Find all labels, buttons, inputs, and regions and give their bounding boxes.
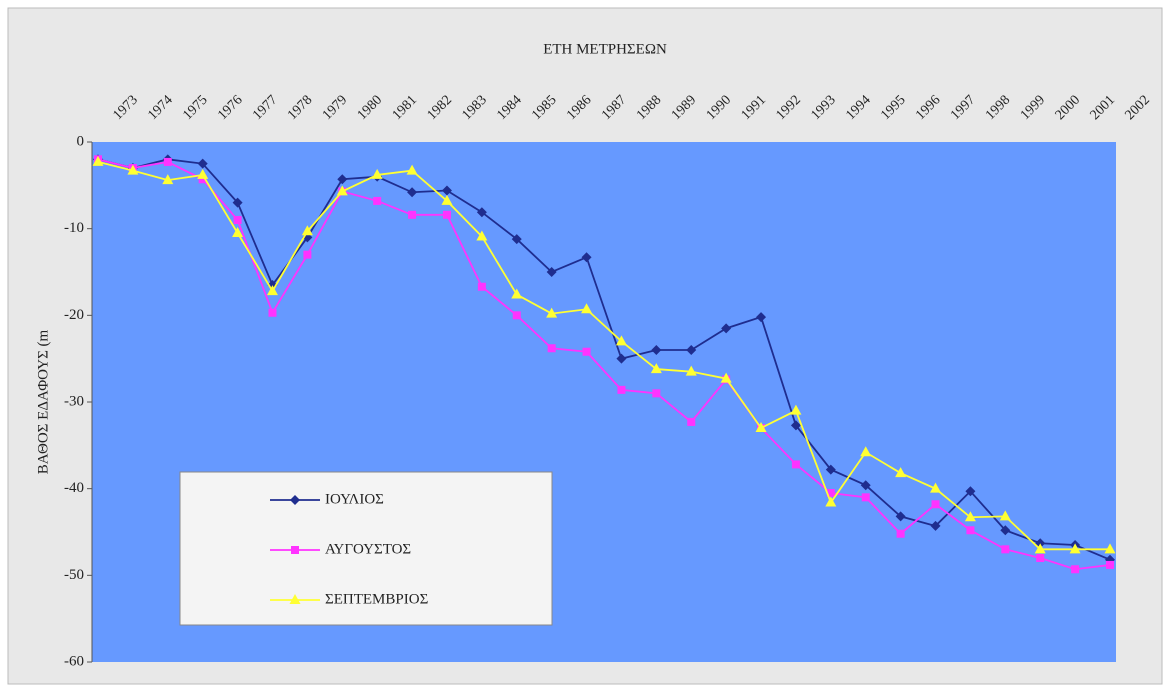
point <box>197 158 208 169</box>
y-axis-label: ΒΑΘΟΣ ΕΔΑΦΟΥΣ (m <box>35 329 51 474</box>
point <box>895 467 907 478</box>
point <box>441 194 453 205</box>
point <box>197 168 209 179</box>
point <box>163 157 172 166</box>
point <box>825 496 837 507</box>
point <box>546 267 557 277</box>
point <box>616 353 627 364</box>
y-tick-label: -60 <box>64 653 84 669</box>
point <box>790 404 802 415</box>
point <box>476 207 487 218</box>
point <box>1071 565 1080 574</box>
point <box>1069 543 1081 554</box>
point <box>964 511 976 522</box>
point <box>965 486 976 497</box>
y-tick-label: -20 <box>64 307 84 323</box>
point <box>162 174 174 185</box>
chart-title: ΕΤΗ ΜΕΤΡΗΣΕΩΝ <box>543 41 667 57</box>
point <box>442 210 451 219</box>
point <box>966 526 975 535</box>
point <box>687 417 696 426</box>
y-tick-label: -10 <box>64 220 84 236</box>
point <box>686 345 697 355</box>
point <box>512 311 521 320</box>
point <box>232 197 243 208</box>
point <box>826 489 835 497</box>
y-tick-label: -30 <box>64 393 84 409</box>
legend-label: ΑΥΓΟΥΣΤΟΣ <box>325 541 411 557</box>
point <box>581 252 592 263</box>
legend-marker <box>289 594 301 604</box>
point <box>791 460 800 469</box>
point <box>721 323 732 334</box>
point <box>127 164 139 175</box>
point <box>476 230 488 241</box>
point <box>511 234 522 245</box>
point <box>790 420 801 431</box>
point <box>582 347 591 356</box>
point <box>336 185 348 196</box>
point <box>651 345 662 355</box>
point <box>198 175 207 184</box>
point <box>547 344 556 353</box>
legend-marker <box>291 546 299 554</box>
point <box>1034 543 1046 554</box>
legend-marker <box>290 495 300 505</box>
point <box>896 529 905 538</box>
point <box>756 312 767 323</box>
series <box>92 155 1116 554</box>
point <box>1000 525 1011 536</box>
point <box>930 482 942 493</box>
legend-label: ΙΟΥΛΙΟΣ <box>325 491 384 507</box>
point <box>92 155 104 166</box>
point <box>408 210 417 219</box>
point <box>546 307 558 318</box>
y-tick-label: -50 <box>64 567 84 583</box>
series-line <box>97 158 1111 571</box>
point <box>477 282 486 291</box>
point <box>1001 545 1010 554</box>
point <box>1106 560 1114 569</box>
y-tick-label: -40 <box>64 480 84 496</box>
series-line <box>97 161 1110 551</box>
point <box>371 168 383 179</box>
point <box>303 250 312 259</box>
point <box>860 480 871 491</box>
point <box>581 303 593 314</box>
point <box>407 187 418 198</box>
point <box>930 520 941 531</box>
legend-label: ΣΕΠΤΕΜΒΡΙΟΣ <box>325 591 428 607</box>
point <box>406 164 418 175</box>
point <box>755 422 767 432</box>
point <box>720 372 732 383</box>
point <box>266 285 278 296</box>
point <box>685 365 697 376</box>
point <box>337 174 348 185</box>
point <box>233 216 242 224</box>
point <box>301 225 313 236</box>
point <box>511 288 523 299</box>
point <box>617 385 626 394</box>
point <box>441 185 452 196</box>
y-tick-label: 0 <box>77 133 85 149</box>
legend <box>179 471 553 626</box>
point <box>1104 543 1116 554</box>
point <box>861 493 870 502</box>
point <box>1036 554 1045 562</box>
point <box>268 308 277 317</box>
point <box>652 389 661 398</box>
point <box>860 446 872 457</box>
point <box>931 500 940 509</box>
point <box>373 196 382 205</box>
point <box>615 335 627 346</box>
series-line <box>97 158 1111 561</box>
point <box>999 510 1011 521</box>
point <box>650 363 662 374</box>
point <box>825 464 836 475</box>
point <box>895 511 906 522</box>
point <box>232 227 244 237</box>
